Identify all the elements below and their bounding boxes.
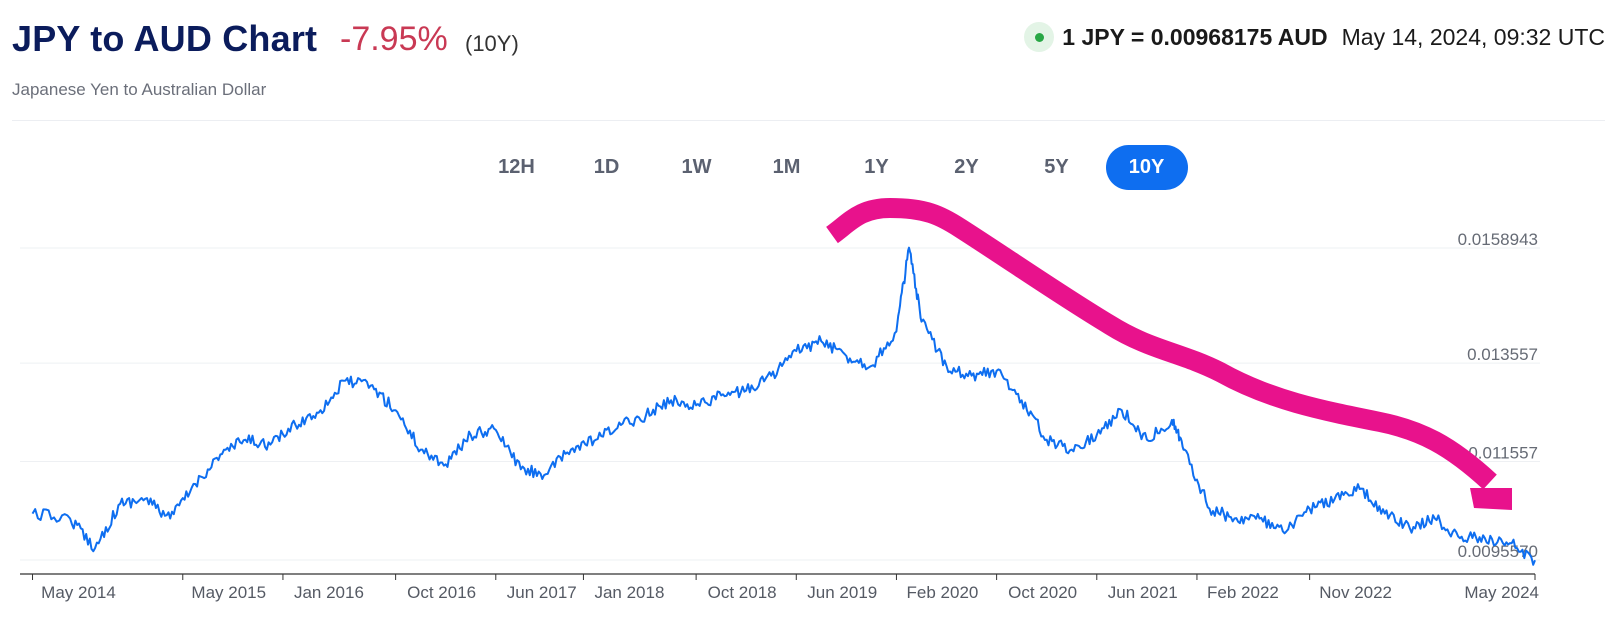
y-tick-label: 0.0095570 xyxy=(1458,542,1538,561)
change-percent: -7.95% xyxy=(340,20,448,58)
x-tick-label: Nov 2022 xyxy=(1319,583,1392,602)
y-axis: 0.0158943 0.013557 0.011557 0.0095570 xyxy=(1458,230,1538,561)
trend-arrow-annotation xyxy=(826,198,1497,490)
x-tick-label: Jan 2018 xyxy=(594,583,664,602)
header-divider xyxy=(12,120,1605,121)
x-tick-label: May 2024 xyxy=(1464,583,1539,602)
x-tick-label: Oct 2016 xyxy=(407,583,476,602)
x-tick-label: May 2015 xyxy=(191,583,266,602)
x-tick-label: Jun 2019 xyxy=(807,583,877,602)
time-range-selector: 12H 1D 1W 1M 1Y 2Y 5Y 10Y xyxy=(0,145,1623,190)
range-button-1w[interactable]: 1W xyxy=(681,156,712,178)
y-tick-label: 0.0158943 xyxy=(1458,230,1538,249)
x-tick-label: Feb 2022 xyxy=(1207,583,1279,602)
rate-timestamp: May 14, 2024, 09:32 UTC xyxy=(1341,23,1605,50)
x-tick-label: Oct 2018 xyxy=(708,583,777,602)
x-tick-label: Jan 2016 xyxy=(294,583,364,602)
x-tick-label: Jun 2021 xyxy=(1108,583,1178,602)
x-axis: May 2014 May 2015 Jan 2016 Oct 2016 Jun 2017… xyxy=(20,573,1539,602)
current-rate: 1 JPY = 0.00968175 AUD xyxy=(1062,23,1328,50)
range-button-5y[interactable]: 5Y xyxy=(1044,156,1069,178)
y-tick-label: 0.011557 xyxy=(1468,444,1538,463)
range-button-1y[interactable]: 1Y xyxy=(864,156,889,178)
x-tick-label: Feb 2020 xyxy=(907,583,979,602)
x-tick-label: Oct 2020 xyxy=(1008,583,1077,602)
range-button-2y[interactable]: 2Y xyxy=(954,156,979,178)
x-tick-label: May 2014 xyxy=(41,583,116,602)
page-subtitle: Japanese Yen to Australian Dollar xyxy=(12,80,267,99)
trend-arrow-head xyxy=(1470,488,1512,510)
range-button-1m[interactable]: 1M xyxy=(772,156,801,178)
series-line-jpy-aud xyxy=(31,246,1536,566)
rate-panel: 1 JPY = 0.00968175 AUD May 14, 2024, 09:… xyxy=(1024,22,1605,52)
change-period: (10Y) xyxy=(465,31,519,56)
page-title: JPY to AUD Chart xyxy=(12,18,318,59)
range-button-10y[interactable]: 10Y xyxy=(1105,145,1188,190)
y-tick-label: 0.013557 xyxy=(1467,345,1538,364)
range-button-12h[interactable]: 12H xyxy=(498,156,535,178)
x-tick-label: Jun 2017 xyxy=(507,583,577,602)
range-button-1d[interactable]: 1D xyxy=(593,156,620,178)
live-status-icon xyxy=(1024,22,1055,52)
